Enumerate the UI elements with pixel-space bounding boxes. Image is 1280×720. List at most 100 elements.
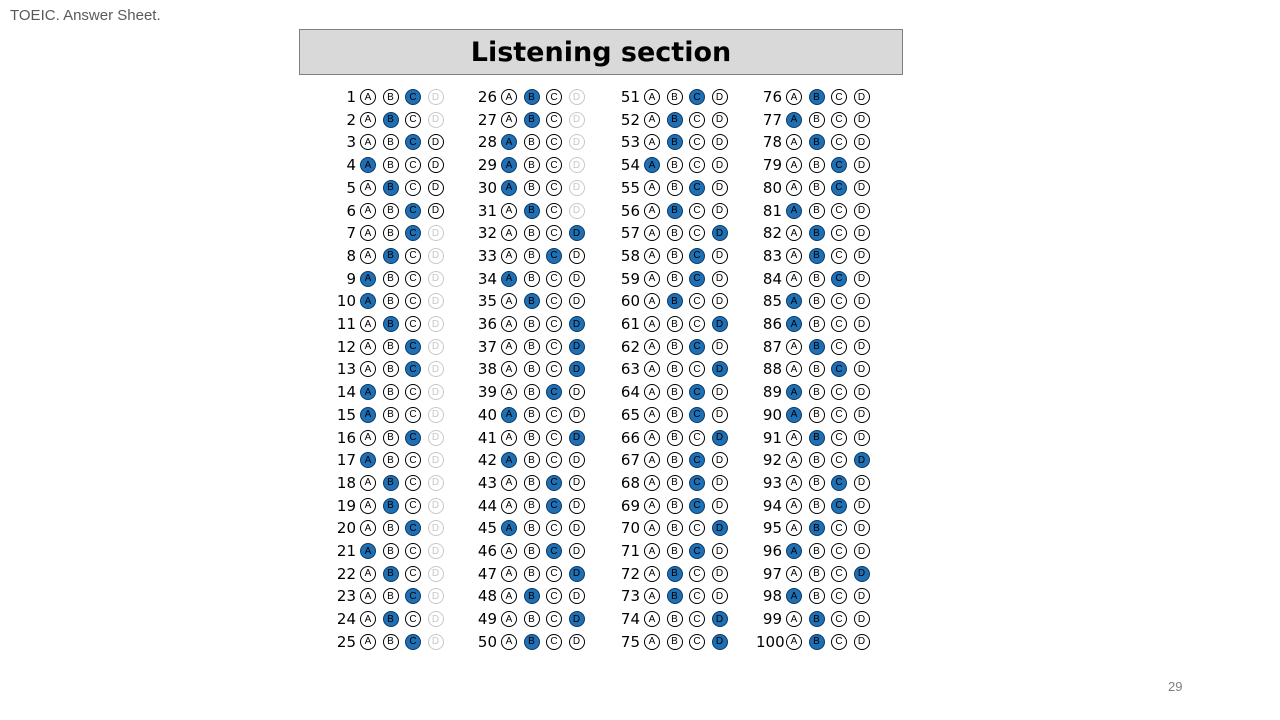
answer-bubble-c[interactable]: C	[405, 225, 421, 242]
answer-bubble-b[interactable]: B	[382, 225, 399, 242]
answer-bubble-b[interactable]: B	[523, 565, 540, 582]
answer-bubble-b[interactable]: B	[808, 247, 825, 264]
answer-bubble-c[interactable]: C	[831, 202, 847, 219]
answer-bubble-b[interactable]: B	[808, 157, 825, 174]
answer-bubble-a[interactable]: A	[501, 202, 517, 219]
answer-bubble-c[interactable]: C	[546, 247, 562, 264]
answer-bubble-a[interactable]: A	[360, 611, 376, 628]
answer-bubble-d[interactable]: D	[427, 338, 444, 355]
answer-bubble-c[interactable]: C	[405, 202, 421, 219]
answer-bubble-c[interactable]: C	[689, 247, 705, 264]
answer-bubble-c[interactable]: C	[689, 384, 705, 401]
answer-bubble-a[interactable]: A	[644, 611, 660, 628]
answer-bubble-d[interactable]: D	[853, 520, 870, 537]
answer-bubble-a[interactable]: A	[786, 157, 802, 174]
answer-bubble-c[interactable]: C	[546, 111, 562, 128]
answer-bubble-c[interactable]: C	[689, 520, 705, 537]
answer-bubble-d[interactable]: D	[853, 179, 870, 196]
answer-bubble-d[interactable]: D	[711, 361, 728, 378]
answer-bubble-b[interactable]: B	[808, 543, 825, 559]
answer-bubble-b[interactable]: B	[382, 429, 399, 446]
answer-bubble-b[interactable]: B	[666, 633, 683, 650]
answer-bubble-d[interactable]: D	[711, 633, 728, 650]
answer-bubble-a[interactable]: A	[786, 633, 802, 650]
answer-bubble-c[interactable]: C	[546, 611, 562, 628]
answer-bubble-a[interactable]: A	[360, 316, 376, 332]
answer-bubble-c[interactable]: C	[831, 247, 847, 264]
answer-bubble-a[interactable]: A	[644, 293, 660, 310]
answer-bubble-a[interactable]: A	[786, 316, 802, 332]
answer-bubble-b[interactable]: B	[666, 384, 683, 401]
answer-bubble-b[interactable]: B	[523, 89, 540, 105]
answer-bubble-d[interactable]: D	[711, 338, 728, 355]
answer-bubble-a[interactable]: A	[644, 384, 660, 401]
answer-bubble-c[interactable]: C	[546, 474, 562, 491]
answer-bubble-d[interactable]: D	[853, 293, 870, 310]
answer-bubble-d[interactable]: D	[711, 202, 728, 219]
answer-bubble-d[interactable]: D	[427, 179, 444, 196]
answer-bubble-b[interactable]: B	[382, 520, 399, 537]
answer-bubble-b[interactable]: B	[382, 543, 399, 559]
answer-bubble-c[interactable]: C	[831, 316, 847, 332]
answer-bubble-a[interactable]: A	[644, 565, 660, 582]
answer-bubble-b[interactable]: B	[808, 316, 825, 332]
answer-bubble-b[interactable]: B	[666, 520, 683, 537]
answer-bubble-a[interactable]: A	[501, 384, 517, 401]
answer-bubble-a[interactable]: A	[786, 270, 802, 287]
answer-bubble-a[interactable]: A	[644, 361, 660, 378]
answer-bubble-a[interactable]: A	[786, 543, 802, 559]
answer-bubble-d[interactable]: D	[711, 429, 728, 446]
answer-bubble-d[interactable]: D	[568, 588, 585, 605]
answer-bubble-c[interactable]: C	[831, 89, 847, 105]
answer-bubble-b[interactable]: B	[808, 89, 825, 105]
answer-bubble-c[interactable]: C	[546, 361, 562, 378]
answer-bubble-c[interactable]: C	[405, 293, 421, 310]
answer-bubble-c[interactable]: C	[831, 611, 847, 628]
answer-bubble-a[interactable]: A	[360, 497, 376, 514]
answer-bubble-c[interactable]: C	[546, 452, 562, 469]
answer-bubble-c[interactable]: C	[831, 520, 847, 537]
answer-bubble-d[interactable]: D	[853, 474, 870, 491]
answer-bubble-d[interactable]: D	[427, 452, 444, 469]
answer-bubble-c[interactable]: C	[689, 111, 705, 128]
answer-bubble-c[interactable]: C	[831, 270, 847, 287]
answer-bubble-b[interactable]: B	[666, 270, 683, 287]
answer-bubble-b[interactable]: B	[523, 225, 540, 242]
answer-bubble-c[interactable]: C	[831, 157, 847, 174]
answer-bubble-a[interactable]: A	[786, 202, 802, 219]
answer-bubble-a[interactable]: A	[644, 89, 660, 105]
answer-bubble-b[interactable]: B	[523, 520, 540, 537]
answer-bubble-a[interactable]: A	[501, 179, 517, 196]
answer-bubble-a[interactable]: A	[360, 452, 376, 469]
answer-bubble-c[interactable]: C	[831, 179, 847, 196]
answer-bubble-c[interactable]: C	[405, 384, 421, 401]
answer-bubble-a[interactable]: A	[501, 429, 517, 446]
answer-bubble-c[interactable]: C	[546, 588, 562, 605]
answer-bubble-a[interactable]: A	[786, 406, 802, 423]
answer-bubble-d[interactable]: D	[853, 565, 870, 582]
answer-bubble-a[interactable]: A	[501, 611, 517, 628]
answer-bubble-d[interactable]: D	[711, 225, 728, 242]
answer-bubble-d[interactable]: D	[711, 452, 728, 469]
answer-bubble-b[interactable]: B	[523, 406, 540, 423]
answer-bubble-a[interactable]: A	[786, 384, 802, 401]
answer-bubble-c[interactable]: C	[689, 497, 705, 514]
answer-bubble-a[interactable]: A	[644, 497, 660, 514]
answer-bubble-a[interactable]: A	[786, 111, 802, 128]
answer-bubble-b[interactable]: B	[382, 179, 399, 196]
answer-bubble-d[interactable]: D	[711, 157, 728, 174]
answer-bubble-b[interactable]: B	[808, 134, 825, 151]
answer-bubble-a[interactable]: A	[360, 633, 376, 650]
answer-bubble-a[interactable]: A	[501, 474, 517, 491]
answer-bubble-b[interactable]: B	[382, 157, 399, 174]
answer-bubble-c[interactable]: C	[831, 565, 847, 582]
answer-bubble-d[interactable]: D	[568, 361, 585, 378]
answer-bubble-d[interactable]: D	[711, 384, 728, 401]
answer-bubble-c[interactable]: C	[689, 316, 705, 332]
answer-bubble-c[interactable]: C	[546, 293, 562, 310]
answer-bubble-a[interactable]: A	[501, 247, 517, 264]
answer-bubble-d[interactable]: D	[568, 293, 585, 310]
answer-bubble-a[interactable]: A	[501, 406, 517, 423]
answer-bubble-d[interactable]: D	[853, 247, 870, 264]
answer-bubble-a[interactable]: A	[360, 247, 376, 264]
